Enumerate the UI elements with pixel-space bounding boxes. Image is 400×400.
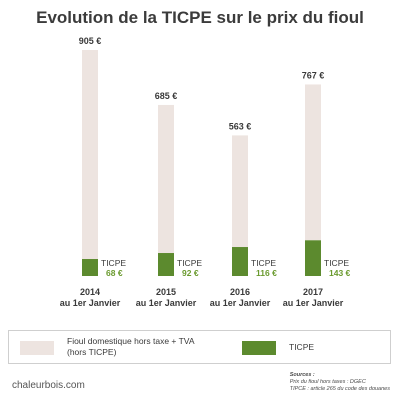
sources-title: Sources : (289, 372, 315, 378)
legend-label-fioul: Fioul domestique hors taxe + TVA (hors T… (67, 336, 195, 358)
ticpe-caption-2014: TICPE (101, 258, 126, 268)
site-name: chaleurbois.com (12, 380, 85, 391)
bar-fioul-2014 (82, 50, 98, 260)
ticpe-caption-2015: TICPE (177, 258, 202, 268)
legend-swatch-fioul (20, 341, 54, 355)
bar-ticpe-2017 (305, 240, 321, 276)
total-label-2014: 905 € (79, 36, 102, 46)
total-label-2016: 563 € (229, 121, 252, 131)
total-label-2017: 767 € (302, 70, 325, 80)
bar-fioul-2016 (232, 135, 248, 248)
category-year-2015: 2015 (156, 287, 176, 297)
sources-block: Sources : Prix du fioul hors taxes : DGE… (290, 372, 390, 393)
ticpe-caption-2016: TICPE (251, 258, 276, 268)
legend-swatch-ticpe (242, 341, 276, 355)
category-sublabel-2015: au 1er Janvier (136, 298, 197, 308)
source-line-1: Prix du fioul hors taxes : DGEC (289, 379, 366, 385)
legend-label-ticpe: TICPE (289, 342, 315, 352)
total-label-2015: 685 € (155, 91, 178, 101)
ticpe-value-2014: 68 € (106, 268, 123, 278)
legend-label-fioul-line1: Fioul domestique hors taxe + TVA (67, 336, 195, 346)
category-year-2016: 2016 (230, 287, 250, 297)
bar-ticpe-2014 (82, 259, 98, 276)
bar-fioul-2015 (158, 104, 174, 254)
category-year-2017: 2017 (303, 287, 323, 297)
category-sublabel-2016: au 1er Janvier (210, 298, 271, 308)
bar-ticpe-2016 (232, 247, 248, 276)
category-year-2014: 2014 (80, 287, 100, 297)
category-sublabel-2014: au 1er Janvier (60, 298, 121, 308)
bar-ticpe-2015 (158, 253, 174, 276)
ticpe-value-2016: 116 € (256, 268, 277, 278)
bar-fioul-2017 (305, 84, 321, 241)
source-line-2: TIPCE : article 265 du code des douanes (289, 386, 390, 392)
chart-title: Evolution de la TICPE sur le prix du fio… (36, 8, 364, 27)
legend: Fioul domestique hors taxe + TVA (hors T… (8, 330, 391, 364)
category-sublabel-2017: au 1er Janvier (283, 298, 344, 308)
ticpe-value-2017: 143 € (329, 268, 351, 278)
ticpe-caption-2017: TICPE (324, 258, 349, 268)
legend-label-fioul-line2: (hors TICPE) (67, 347, 117, 357)
ticpe-value-2015: 92 € (182, 268, 199, 278)
